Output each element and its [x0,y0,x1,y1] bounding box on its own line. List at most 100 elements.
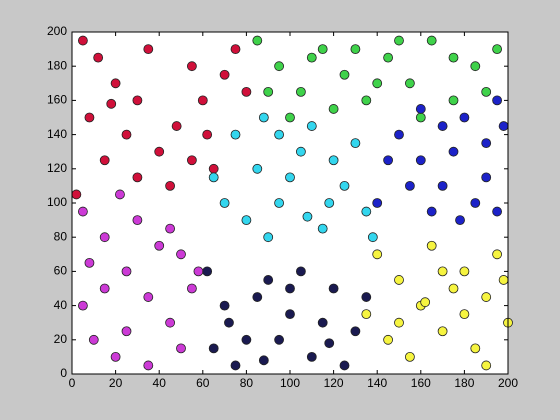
point [437,121,448,131]
point [241,334,252,345]
y-tick-label: 180 [47,58,67,72]
point [437,180,448,191]
point [132,172,143,183]
x-tick-label: 80 [240,376,254,390]
point [328,283,339,294]
point [219,69,230,80]
point [295,146,306,157]
point [394,275,404,285]
y-tick-label: 60 [54,264,68,278]
point [106,98,117,109]
point [481,138,492,149]
point [154,146,165,157]
point [186,155,197,166]
point [78,300,88,311]
point [361,206,372,217]
point [274,198,285,208]
point [420,297,431,308]
point [306,52,317,63]
point [176,343,186,354]
x-tick-label: 160 [411,376,431,390]
point [295,86,306,97]
point [306,351,317,362]
point [415,112,426,123]
point [263,86,274,97]
point [165,317,176,328]
point [154,240,165,251]
point [230,129,241,140]
point [115,189,125,200]
x-tick-label: 40 [153,376,167,390]
point [350,44,361,54]
point [230,44,241,54]
point [143,360,154,371]
point [426,35,437,46]
point [470,61,481,72]
point [219,300,230,311]
point [219,198,230,208]
point [78,35,88,46]
point [252,292,263,302]
point [339,69,350,80]
point [455,215,465,226]
point [437,326,448,337]
point [132,95,143,106]
point [324,338,335,349]
point [383,155,394,166]
x-tick-label: 0 [69,376,76,390]
point [383,52,394,63]
point [498,121,509,131]
point [372,249,383,260]
point [328,104,339,114]
point [481,86,492,97]
point [99,155,110,166]
point [258,355,269,366]
point [274,334,285,345]
point [448,95,459,106]
y-tick-label: 20 [54,332,68,346]
point [263,275,274,285]
point [258,112,269,123]
y-tick-label: 140 [47,127,67,141]
y-tick-label: 80 [54,229,68,243]
x-tick-label: 20 [109,376,123,390]
point [165,223,176,234]
point [459,266,470,277]
point [208,343,219,354]
point [437,266,448,277]
point [208,163,219,174]
point [252,35,263,46]
point [143,292,154,302]
point [415,104,426,114]
x-tick-label: 180 [454,376,474,390]
point [339,180,350,191]
point [459,309,470,320]
point [263,232,274,243]
point [328,155,339,166]
point [383,334,394,345]
y-tick-label: 120 [47,161,67,175]
point [88,334,99,345]
point [252,163,263,174]
point [404,78,415,89]
point [230,360,241,371]
point [492,206,503,217]
point [285,283,295,294]
y-tick-label: 40 [54,298,68,312]
point [426,240,437,251]
point [448,52,459,63]
point [186,61,197,72]
point [285,112,295,123]
point [132,215,143,226]
x-tick-label: 200 [498,376,518,390]
point [285,309,295,320]
point [202,266,213,277]
y-tick-label: 200 [47,24,67,38]
point [208,172,219,183]
x-tick-label: 100 [280,376,300,390]
point [99,283,110,294]
x-tick-label: 60 [196,376,210,390]
point [404,351,415,362]
point [274,61,285,72]
